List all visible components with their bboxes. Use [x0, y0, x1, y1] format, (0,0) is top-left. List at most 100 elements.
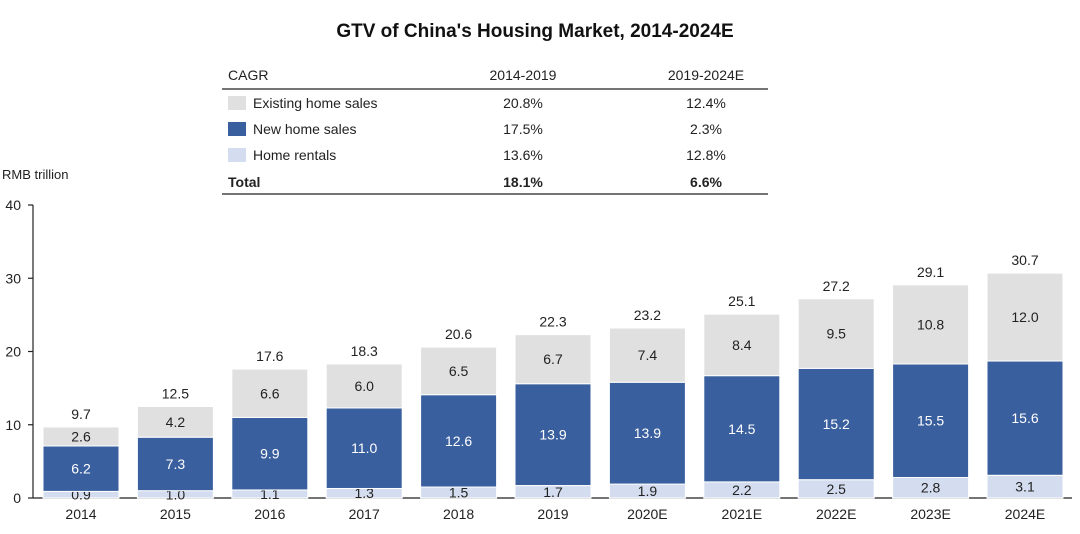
y-tick-label: 0 — [13, 490, 21, 506]
bar-segment-label: 14.5 — [728, 421, 755, 437]
bar-segment-new-home-sales — [892, 363, 970, 478]
bar-segment-existing-home-sales — [703, 313, 781, 377]
bar-segment-existing-home-sales — [608, 327, 686, 383]
bar-segment-label: 13.9 — [634, 425, 661, 441]
bar-total-label: 29.1 — [917, 264, 944, 280]
x-tick-label: 2016 — [254, 506, 285, 522]
bar-segment-label: 7.4 — [638, 347, 658, 363]
bar-segment-existing-home-sales — [231, 368, 309, 418]
bar-segment-label: 11.0 — [351, 440, 377, 456]
x-tick-label: 2022E — [816, 506, 856, 522]
bar-segment-label: 2.6 — [71, 428, 91, 444]
bar-segment-label: 6.7 — [543, 351, 563, 367]
x-tick-label: 2014 — [65, 506, 96, 522]
bar-total-label: 20.6 — [445, 326, 472, 342]
y-tick-label: 30 — [5, 270, 21, 286]
bars: 0.96.22.69.720141.07.34.212.520151.19.96… — [42, 252, 1064, 522]
cagr-rentals-2014-2019: 13.6% — [503, 147, 543, 163]
bar-segment-label: 2.5 — [826, 481, 846, 497]
bar-segment-label: 1.9 — [638, 483, 658, 499]
bar-segment-label: 3.1 — [1015, 479, 1035, 495]
cagr-new-2014-2019: 17.5% — [503, 121, 543, 137]
bar-segment-label: 6.5 — [449, 363, 469, 379]
bar-total-label: 22.3 — [539, 314, 566, 330]
y-tick-label: 20 — [5, 344, 21, 360]
bar-segment-existing-home-sales — [325, 363, 403, 409]
bar-segment-label: 10.8 — [917, 316, 944, 332]
bar-total-label: 9.7 — [71, 406, 91, 422]
cagr-new-2019-2024: 2.3% — [690, 121, 722, 137]
cagr-total-label: Total — [228, 174, 260, 190]
legend-label-new: New home sales — [253, 121, 357, 137]
bar-segment-existing-home-sales — [986, 272, 1064, 362]
bar-segment-existing-home-sales — [797, 298, 875, 369]
cagr-total-2019-2024: 6.6% — [690, 174, 722, 190]
bar-segment-new-home-sales — [42, 445, 120, 492]
bar-segment-existing-home-sales — [420, 346, 498, 396]
cagr-existing-2019-2024: 12.4% — [686, 95, 726, 111]
bar-segment-label: 1.7 — [543, 484, 563, 500]
bar-segment-label: 6.0 — [354, 378, 374, 394]
x-tick-label: 2017 — [349, 506, 380, 522]
bar-segment-existing-home-sales — [136, 405, 214, 438]
cagr-total-2014-2019: 18.1% — [503, 174, 543, 190]
x-tick-label: 2019 — [537, 506, 568, 522]
bar-total-label: 23.2 — [634, 307, 661, 323]
legend-swatch-new — [228, 122, 246, 136]
bar-total-label: 12.5 — [162, 385, 189, 401]
bar-segment-label: 12.6 — [445, 433, 472, 449]
legend-swatch-existing — [228, 96, 246, 110]
bar-segment-new-home-sales — [608, 381, 686, 485]
cagr-header-period1: 2014-2019 — [490, 67, 557, 83]
cagr-header-period2: 2019-2024E — [668, 67, 744, 83]
cagr-table: CAGR 2014-2019 2019-2024E Existing home … — [222, 67, 768, 195]
chart-title: GTV of China's Housing Market, 2014-2024… — [336, 21, 733, 42]
bar-segment-new-home-sales — [514, 383, 592, 487]
bar-segment-existing-home-sales — [892, 284, 970, 365]
bar-segment-label: 6.2 — [71, 461, 91, 477]
y-tick-label: 40 — [5, 197, 21, 213]
bar-segment-label: 1.5 — [449, 485, 469, 501]
bar-segment-new-home-sales — [325, 407, 403, 489]
bar-segment-new-home-sales — [986, 360, 1064, 476]
bar-segment-label: 13.9 — [539, 427, 566, 443]
x-tick-label: 2021E — [722, 506, 762, 522]
bar-segment-new-home-sales — [420, 394, 498, 488]
bar-total-label: 25.1 — [728, 293, 755, 309]
cagr-rentals-2019-2024: 12.8% — [686, 147, 726, 163]
bar-total-label: 18.3 — [351, 343, 378, 359]
legend-label-existing: Existing home sales — [253, 95, 378, 111]
bar-segment-label: 9.5 — [826, 326, 846, 342]
x-tick-label: 2023E — [910, 506, 950, 522]
bar-segment-existing-home-sales — [514, 334, 592, 385]
bar-segment-label: 12.0 — [1011, 309, 1038, 325]
bar-segment-label: 4.2 — [166, 414, 186, 430]
bar-segment-existing-home-sales — [42, 426, 120, 447]
x-tick-label: 2024E — [1005, 506, 1045, 522]
bar-segment-label: 7.3 — [166, 456, 186, 472]
cagr-header-label: CAGR — [228, 67, 268, 83]
cagr-existing-2014-2019: 20.8% — [503, 95, 543, 111]
bar-segment-new-home-sales — [797, 367, 875, 481]
bar-segment-label: 2.8 — [921, 480, 941, 496]
bar-total-label: 17.6 — [256, 348, 283, 364]
bar-segment-label: 15.5 — [917, 413, 944, 429]
bar-segment-label: 15.6 — [1011, 410, 1038, 426]
x-tick-label: 2020E — [627, 506, 667, 522]
y-tick-label: 10 — [5, 417, 21, 433]
bar-total-label: 27.2 — [823, 278, 850, 294]
bar-segment-new-home-sales — [703, 375, 781, 483]
bar-segment-label: 1.3 — [354, 485, 374, 501]
bar-total-label: 30.7 — [1011, 252, 1038, 268]
bar-segment-label: 6.6 — [260, 385, 280, 401]
bar-segment-label: 15.2 — [823, 416, 850, 432]
bar-segment-label: 9.9 — [260, 446, 280, 462]
y-axis-label: RMB trillion — [2, 167, 68, 182]
x-tick-label: 2018 — [443, 506, 474, 522]
bar-segment-new-home-sales — [136, 436, 214, 492]
bar-segment-label: 2.2 — [732, 482, 752, 498]
legend-label-rentals: Home rentals — [253, 147, 336, 163]
bar-segment-label: 8.4 — [732, 337, 752, 353]
legend-swatch-rentals — [228, 148, 246, 162]
